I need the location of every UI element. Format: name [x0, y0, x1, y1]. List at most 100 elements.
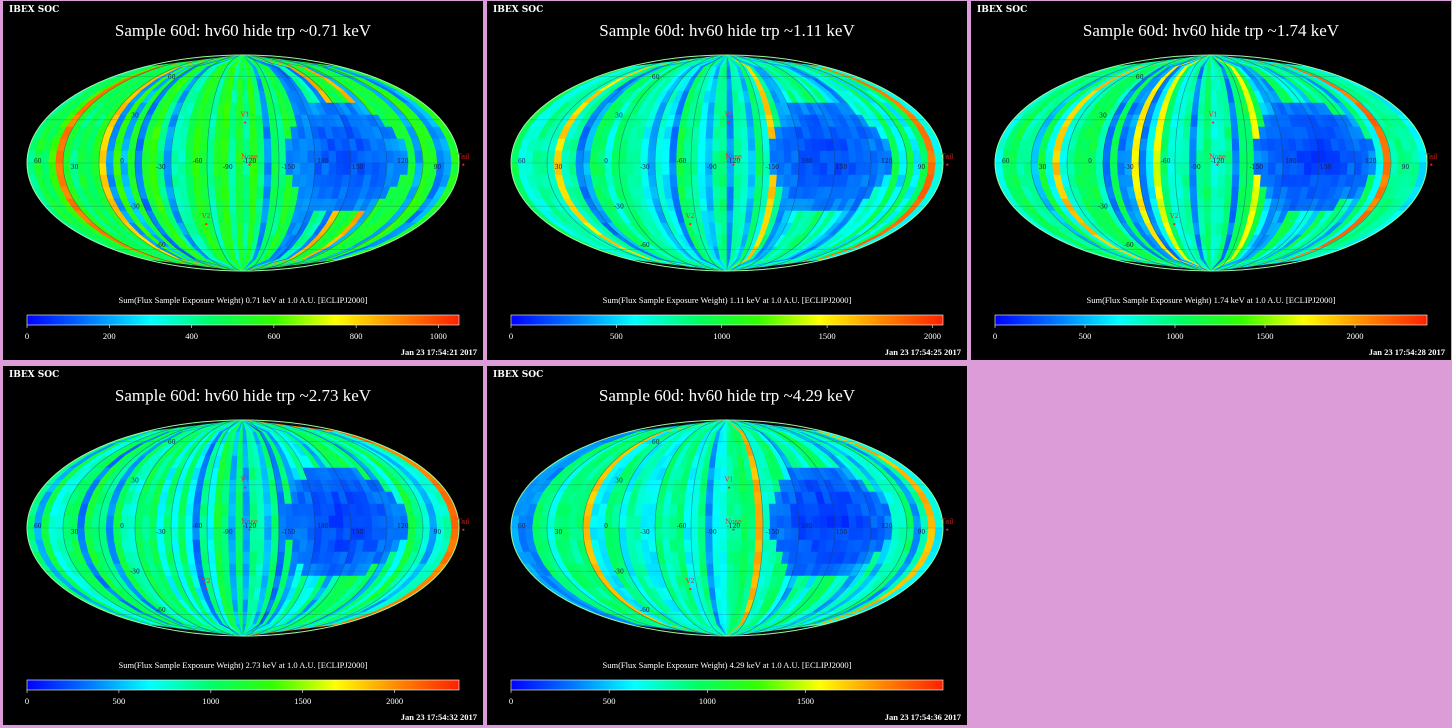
- timestamp: Jan 23 17:54:28 2017: [1368, 347, 1445, 357]
- marker-label-nose: Nose: [241, 153, 258, 161]
- sky-cell: [242, 575, 250, 589]
- sky-cell: [371, 515, 381, 529]
- sky-cell: [1167, 174, 1177, 188]
- sky-cell: [733, 138, 742, 152]
- colorbar-tick-label: 400: [185, 331, 198, 341]
- lon-tick-label: 90: [918, 164, 926, 171]
- sky-cell: [307, 527, 316, 541]
- sky-cell: [1225, 162, 1233, 176]
- sky-cell: [62, 515, 72, 529]
- meridian-line: [170, 55, 316, 271]
- sky-cell: [633, 150, 642, 164]
- lon-tick-label: -90: [1191, 164, 1201, 171]
- sky-cell: [256, 551, 265, 565]
- sky-cell: [747, 138, 756, 152]
- sky-cell: [714, 90, 722, 104]
- sky-cell: [84, 150, 94, 164]
- sky-cell: [223, 102, 232, 116]
- sky-cell: [105, 162, 115, 176]
- sky-cell: [263, 551, 272, 565]
- sky-cell: [712, 174, 721, 188]
- colorbar-tick-label: 0: [25, 696, 29, 706]
- sky-cell: [170, 162, 179, 176]
- marker-label-nose: Nose: [725, 153, 742, 161]
- sky-cell: [726, 174, 735, 188]
- meridian-line: [170, 420, 316, 636]
- sky-cell: [256, 174, 265, 188]
- sky-cell: [249, 126, 258, 140]
- sky-cell: [625, 527, 635, 541]
- sky-cell: [271, 527, 280, 541]
- sky-cell: [761, 174, 771, 188]
- sky-cell: [891, 150, 901, 164]
- lon-tick-label: 60: [34, 523, 42, 530]
- meridian-line: [62, 420, 424, 636]
- sky-cell: [249, 174, 258, 188]
- sky-cell: [1225, 150, 1233, 164]
- graticule: [511, 55, 943, 271]
- sky-cell: [1189, 150, 1197, 164]
- sky-cell: [1332, 162, 1341, 176]
- sky-cell: [862, 150, 872, 164]
- sky-cell: [170, 150, 179, 164]
- sky-cell: [1138, 162, 1147, 176]
- lon-tick-label: 60: [34, 158, 42, 165]
- sky-cell: [221, 126, 230, 140]
- sky-cell: [1296, 162, 1305, 176]
- sky-cell: [934, 150, 943, 164]
- sky-cell: [263, 491, 272, 505]
- sky-cell: [364, 515, 373, 529]
- sky-cell: [1109, 150, 1119, 164]
- meridian-line: [654, 55, 800, 271]
- sky-cell: [1059, 162, 1069, 176]
- sky-cell: [98, 515, 108, 529]
- sky-map-cells: [27, 55, 459, 271]
- sky-cell: [256, 503, 265, 517]
- sky-cell: [1238, 138, 1248, 152]
- lon-tick-label: 120: [397, 158, 409, 165]
- sky-cell: [690, 138, 700, 152]
- sky-cell: [748, 162, 757, 176]
- sky-cell: [625, 162, 635, 176]
- sky-cell: [589, 150, 599, 164]
- sky-cell: [149, 515, 158, 529]
- colorbar: [994, 314, 1428, 326]
- sky-map-svg: 60300-30-60-90-120-150180150120906030-30…: [25, 419, 469, 706]
- sky-cell: [1275, 162, 1284, 176]
- panel-title: Sample 60d: hv60 hide trp ~0.71 keV: [114, 21, 372, 40]
- sky-cell: [1252, 174, 1262, 188]
- sky-cell: [1353, 150, 1363, 164]
- sky-cell: [1224, 174, 1233, 188]
- sky-cell: [328, 150, 337, 164]
- sky-cell: [77, 150, 86, 164]
- lon-tick-label: -120: [1211, 158, 1225, 165]
- sky-cell: [733, 114, 741, 128]
- lat-tick-label: -30: [1098, 203, 1108, 210]
- meridian-line: [1102, 55, 1320, 271]
- sky-cell: [712, 138, 721, 152]
- sky-cell: [156, 515, 165, 529]
- sky-cell: [228, 126, 237, 140]
- graticule: [27, 420, 459, 636]
- sky-cell: [669, 138, 679, 152]
- sky-cell: [848, 162, 857, 176]
- sky-cell: [450, 150, 459, 164]
- sky-cell: [669, 162, 678, 176]
- sky-cell: [697, 150, 706, 164]
- sky-cell: [257, 150, 265, 164]
- sky-cell: [654, 162, 663, 176]
- sky-cell: [1217, 114, 1225, 128]
- meridian-line: [654, 55, 800, 271]
- sky-cell: [561, 527, 570, 541]
- sky-cell: [1303, 162, 1313, 176]
- sky-cell: [611, 162, 620, 176]
- sky-cell: [221, 138, 230, 152]
- sky-cell: [713, 210, 722, 224]
- sky-cell: [134, 150, 144, 164]
- sky-cell: [733, 126, 742, 140]
- sky-cell: [776, 150, 785, 164]
- sky-cell: [1224, 138, 1233, 152]
- sky-cell: [1102, 150, 1112, 164]
- sky-cell: [1203, 126, 1212, 140]
